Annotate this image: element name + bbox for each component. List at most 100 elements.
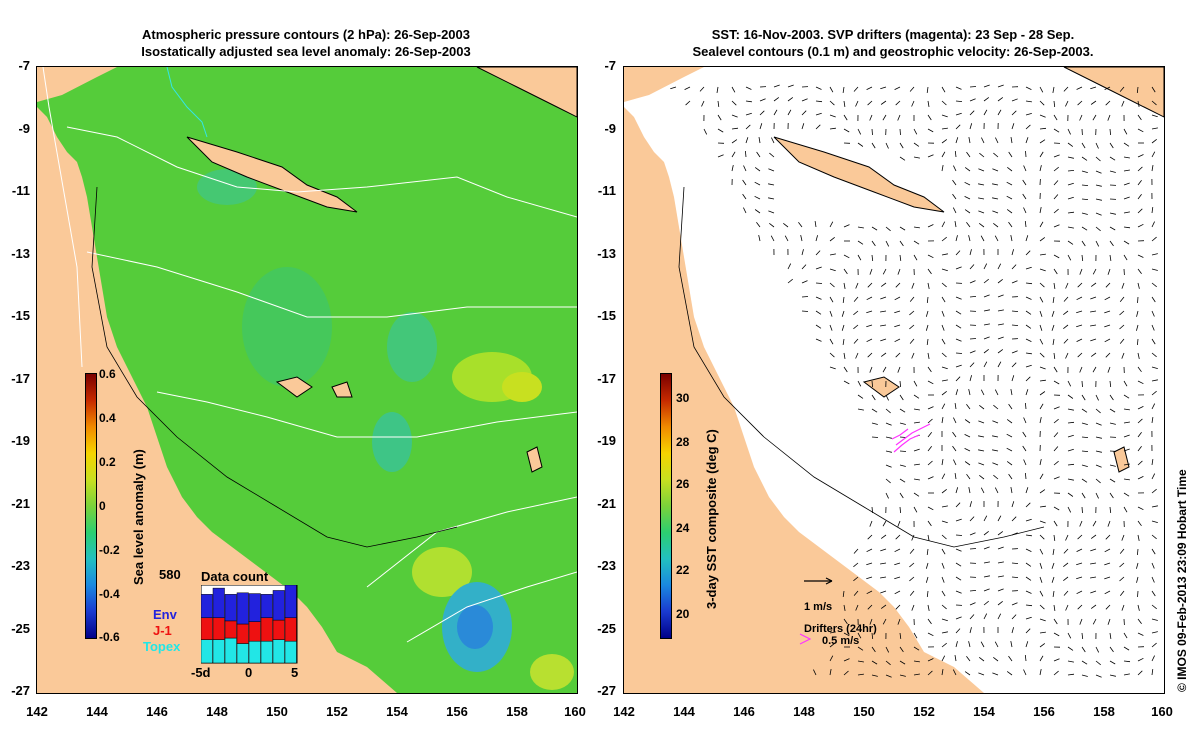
velocity-arrow (941, 139, 948, 144)
velocity-arrow (941, 520, 948, 524)
velocity-arrow (941, 379, 948, 382)
velocity-arrow (899, 380, 901, 388)
velocity-arrow (966, 403, 971, 410)
velocity-arrow (1025, 266, 1032, 270)
left-ytick: -15 (11, 308, 30, 323)
velocity-arrow (1109, 478, 1116, 483)
velocity-arrow (1095, 464, 1102, 468)
velocity-arrow (1090, 310, 1097, 313)
velocity-arrow (880, 604, 887, 609)
velocity-arrow (997, 515, 1002, 522)
velocity-arrow (731, 100, 737, 106)
velocity-arrow (927, 254, 934, 259)
velocity-arrow (913, 380, 918, 387)
velocity-arrow (1025, 150, 1027, 158)
velocity-arrow (992, 449, 999, 452)
velocity-arrow (1104, 338, 1111, 343)
velocity-arrow (983, 546, 990, 550)
velocity-arrow (758, 137, 761, 144)
velocity-arrow (1081, 632, 1084, 640)
velocity-arrow (1039, 338, 1044, 345)
velocity-arrow (899, 492, 904, 499)
velocity-arrow (880, 324, 887, 327)
velocity-arrow (1105, 282, 1111, 288)
velocity-arrow (853, 562, 859, 568)
velocity-arrow (1039, 127, 1047, 130)
velocity-arrow (979, 474, 985, 480)
data-count-bar-env (260, 594, 273, 619)
velocity-arrow (1092, 618, 1097, 625)
velocity-arrow (773, 109, 778, 116)
velocity-arrow (1006, 461, 1013, 466)
velocity-arrow (1076, 296, 1083, 301)
velocity-arrow (1025, 364, 1032, 368)
velocity-arrow (745, 150, 747, 158)
velocity-arrow (1067, 226, 1074, 229)
velocity-arrow (1123, 226, 1131, 229)
velocity-arrow (983, 575, 990, 578)
velocity-arrow (899, 226, 906, 231)
velocity-arrow (1076, 548, 1083, 552)
velocity-arrow (1137, 418, 1143, 424)
velocity-arrow (953, 459, 957, 466)
velocity-arrow (1025, 576, 1032, 581)
velocity-arrow (1123, 646, 1130, 651)
velocity-arrow (966, 655, 971, 662)
velocity-arrow (869, 114, 873, 121)
velocity-arrow (843, 352, 846, 359)
velocity-arrow (829, 366, 836, 370)
velocity-arrow (866, 338, 873, 343)
data-count-bar-topex (284, 640, 297, 664)
velocity-arrow (1123, 156, 1130, 159)
data-count-bar-j1 (272, 619, 285, 640)
velocity-arrow (927, 154, 934, 158)
velocity-arrow (997, 109, 1002, 116)
velocity-arrow (969, 86, 977, 88)
velocity-arrow (857, 226, 864, 229)
velocity-arrow (857, 128, 862, 135)
velocity-arrow (968, 389, 971, 396)
velocity-arrow (1095, 408, 1101, 414)
velocity-arrow (968, 487, 971, 494)
velocity-arrow (964, 419, 971, 424)
velocity-arrow (1053, 506, 1060, 511)
velocity-arrow (1067, 128, 1071, 135)
velocity-arrow (969, 590, 977, 592)
velocity-arrow (871, 674, 878, 677)
velocity-arrow (843, 254, 850, 259)
velocity-arrow (1063, 590, 1069, 596)
velocity-arrow (1137, 154, 1144, 158)
velocity-arrow (885, 240, 890, 247)
velocity-arrow (895, 100, 901, 106)
velocity-arrow (997, 84, 1004, 88)
velocity-arrow (829, 631, 836, 634)
left-xtick: 150 (266, 704, 288, 719)
velocity-arrow (1151, 669, 1154, 676)
velocity-arrow (992, 197, 999, 200)
velocity-arrow (1123, 660, 1131, 663)
velocity-arrow (1025, 616, 1032, 620)
velocity-arrow (1119, 86, 1125, 92)
velocity-arrow (731, 165, 734, 172)
velocity-arrow (743, 207, 747, 214)
velocity-arrow (969, 548, 977, 550)
velocity-arrow (1039, 643, 1046, 648)
velocity-arrow (1039, 366, 1046, 370)
velocity-arrow (941, 352, 947, 358)
velocity-arrow (953, 417, 957, 424)
velocity-arrow (769, 152, 775, 158)
velocity-arrow (1039, 534, 1045, 540)
velocity-arrow (909, 86, 915, 92)
velocity-arrow (925, 562, 929, 569)
velocity-arrow (992, 420, 999, 424)
velocity-arrow (941, 562, 945, 569)
velocity-arrow (1119, 338, 1125, 344)
velocity-arrow (1067, 182, 1074, 186)
velocity-arrow (1151, 390, 1157, 396)
velocity-arrow (983, 361, 988, 368)
dc-xtick-0: -5d (191, 665, 211, 680)
velocity-arrow (731, 139, 738, 144)
velocity-arrow (801, 123, 805, 130)
velocity-arrow (1076, 590, 1083, 595)
velocity-arrow (1081, 660, 1088, 665)
